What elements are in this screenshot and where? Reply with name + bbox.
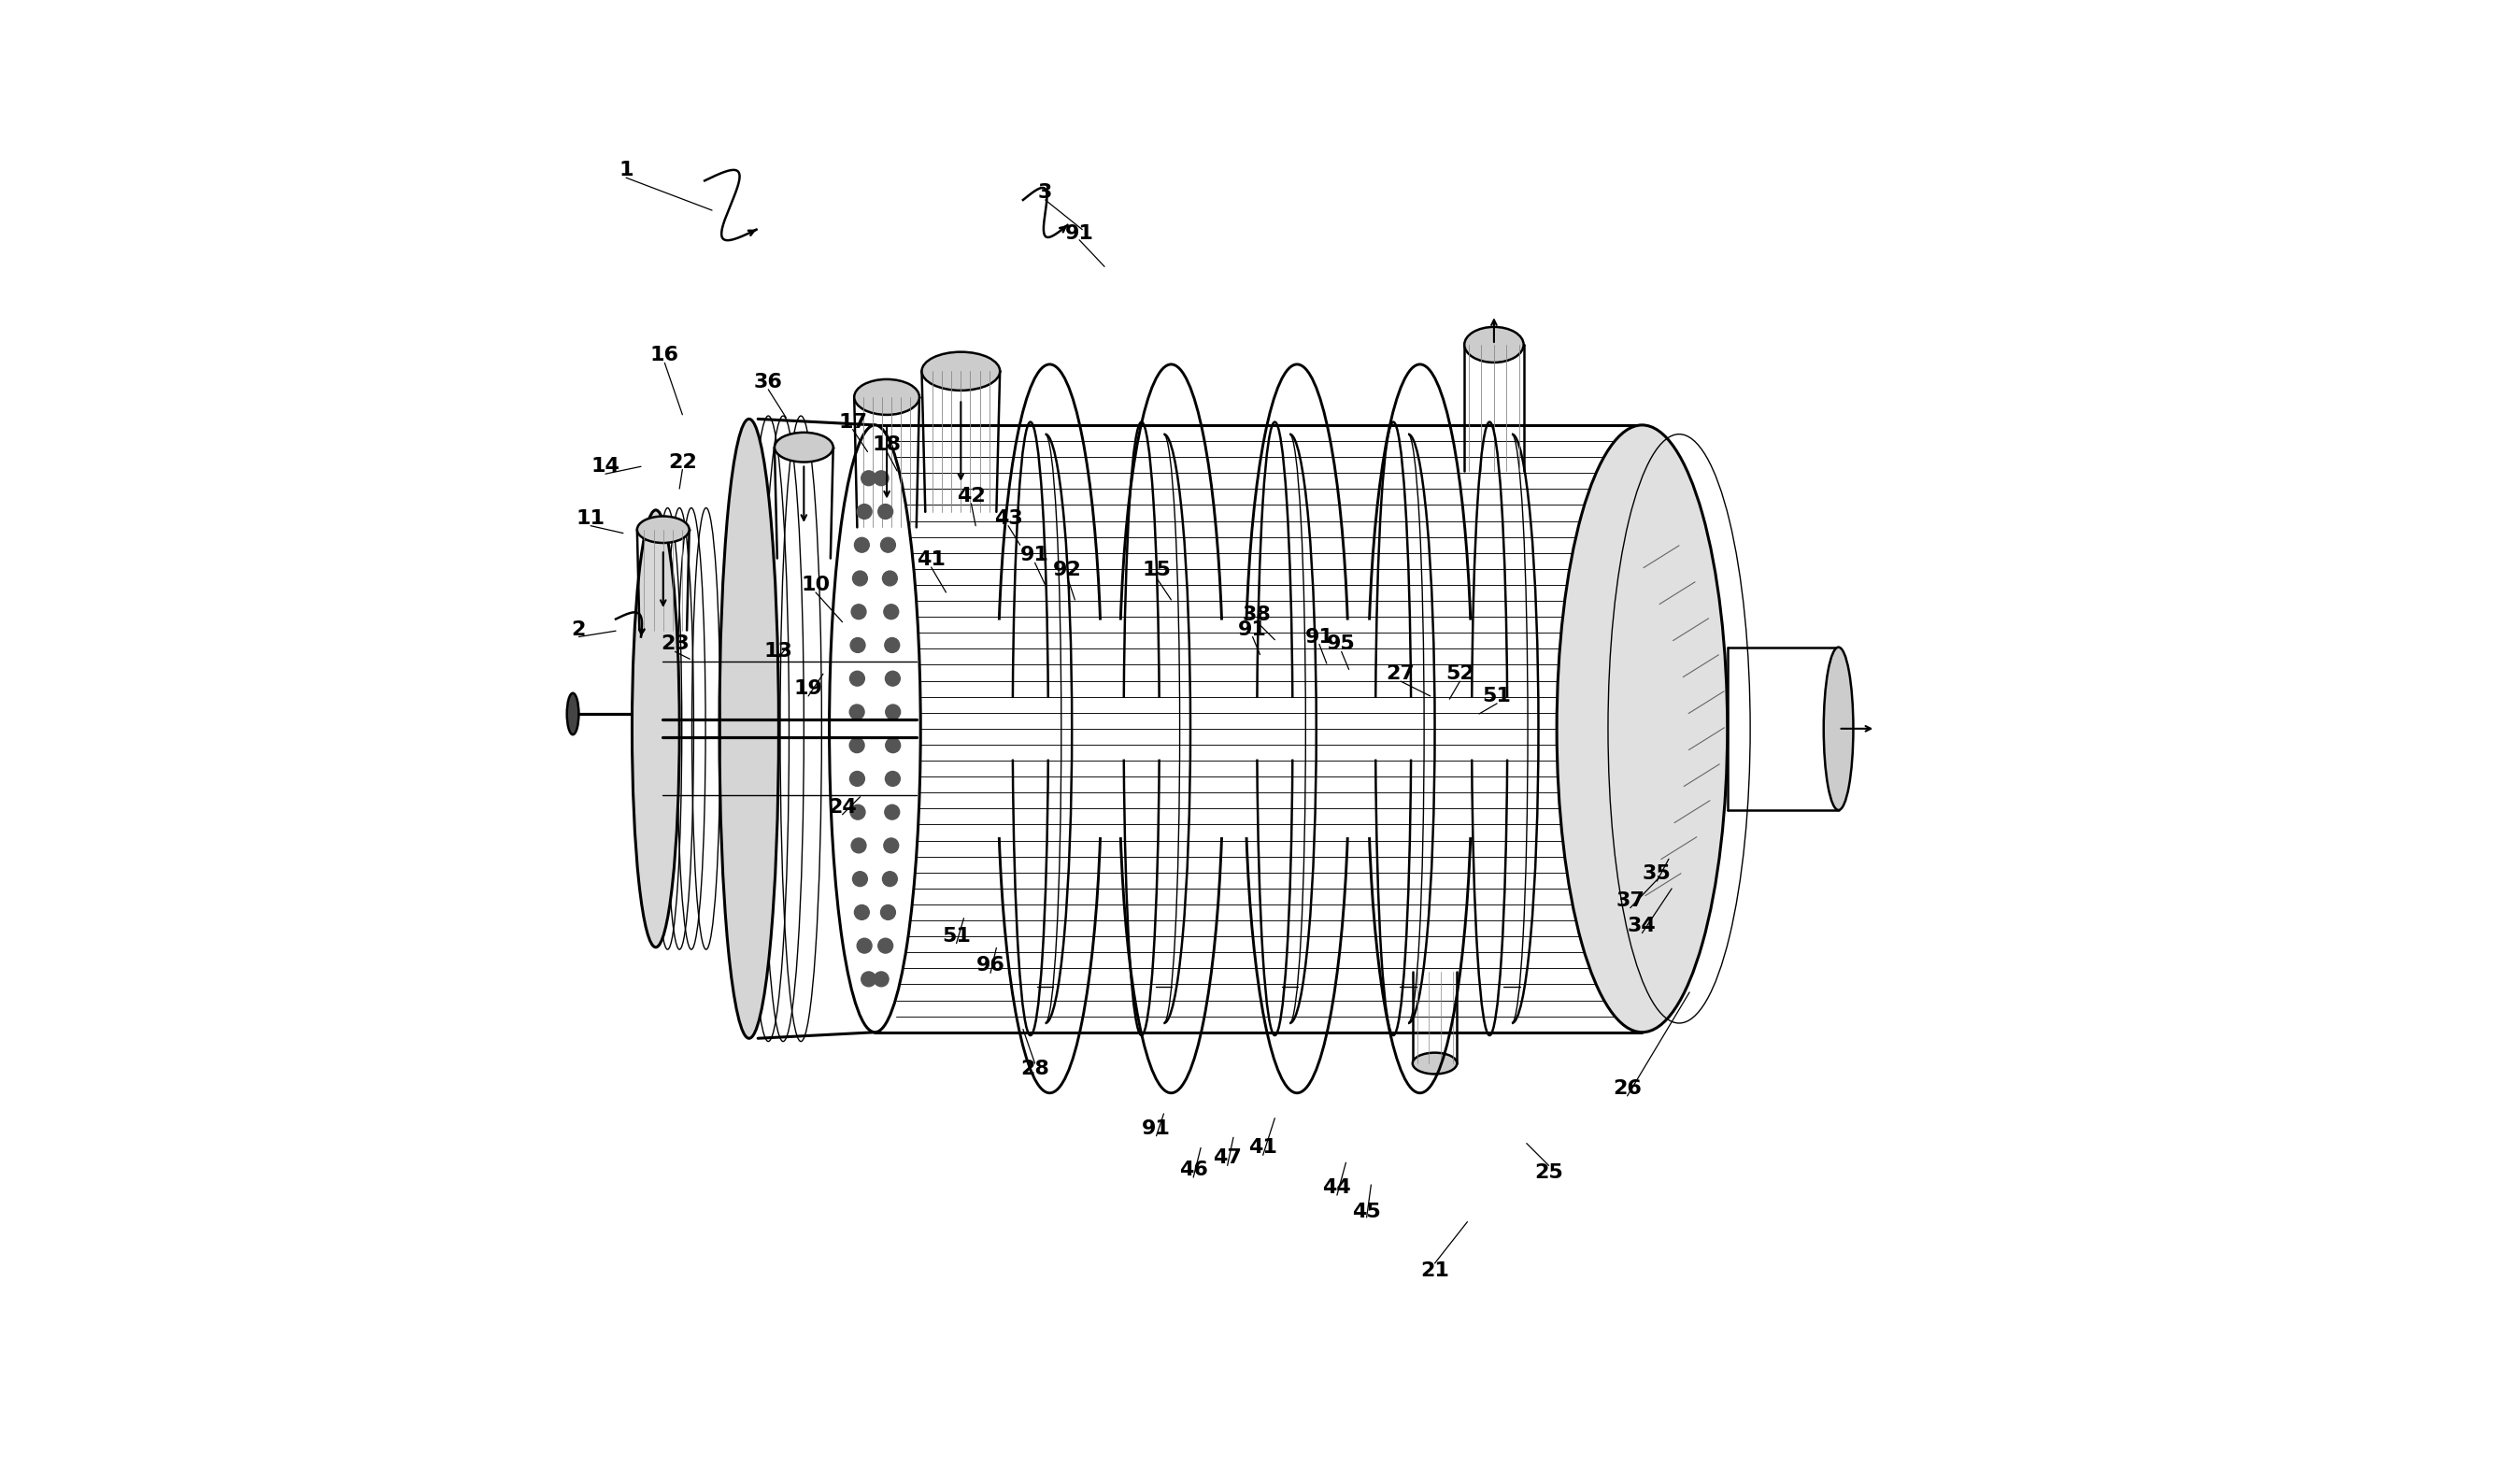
Circle shape <box>877 939 892 954</box>
Ellipse shape <box>1464 327 1525 363</box>
Text: 41: 41 <box>917 551 945 569</box>
Text: 1: 1 <box>620 161 633 179</box>
Text: 95: 95 <box>1328 635 1356 653</box>
Text: 91: 91 <box>1021 546 1048 564</box>
Text: 46: 46 <box>1179 1161 1207 1179</box>
Circle shape <box>885 772 900 786</box>
Text: 51: 51 <box>942 927 970 945</box>
Circle shape <box>849 738 864 752</box>
Circle shape <box>849 705 864 720</box>
Text: 34: 34 <box>1628 917 1656 935</box>
Circle shape <box>877 504 892 518</box>
Ellipse shape <box>854 379 920 415</box>
Text: 13: 13 <box>764 643 794 661</box>
Ellipse shape <box>638 517 690 544</box>
Circle shape <box>885 738 900 752</box>
Text: 96: 96 <box>975 957 1005 974</box>
Text: 25: 25 <box>1535 1164 1562 1182</box>
Text: 21: 21 <box>1421 1262 1449 1280</box>
Text: 91: 91 <box>1237 621 1268 638</box>
Circle shape <box>885 804 900 819</box>
Circle shape <box>885 638 900 653</box>
Circle shape <box>882 572 897 586</box>
Text: 14: 14 <box>592 458 620 475</box>
Circle shape <box>852 604 867 619</box>
Circle shape <box>885 838 900 853</box>
Text: 28: 28 <box>1021 1060 1048 1078</box>
Circle shape <box>849 772 864 786</box>
Circle shape <box>852 572 867 586</box>
Circle shape <box>879 538 895 552</box>
Circle shape <box>857 504 872 518</box>
Ellipse shape <box>1824 647 1852 810</box>
Circle shape <box>882 871 897 886</box>
Text: 11: 11 <box>577 509 605 527</box>
Circle shape <box>857 939 872 954</box>
Text: 3: 3 <box>1038 184 1053 201</box>
Circle shape <box>862 471 877 486</box>
Text: 91: 91 <box>1305 628 1333 646</box>
Text: 27: 27 <box>1386 665 1416 683</box>
Ellipse shape <box>718 419 779 1038</box>
Circle shape <box>849 804 864 819</box>
Text: 23: 23 <box>660 635 690 653</box>
Text: 18: 18 <box>872 435 902 453</box>
Text: 35: 35 <box>1643 865 1671 883</box>
Circle shape <box>852 871 867 886</box>
Ellipse shape <box>567 693 580 735</box>
Ellipse shape <box>774 432 834 462</box>
Text: 91: 91 <box>1142 1120 1172 1137</box>
Text: 42: 42 <box>958 487 985 505</box>
Text: 43: 43 <box>993 509 1023 527</box>
Circle shape <box>879 905 895 920</box>
Circle shape <box>849 671 864 686</box>
Text: 91: 91 <box>1066 225 1094 243</box>
Text: 2: 2 <box>572 621 587 638</box>
Text: 47: 47 <box>1212 1149 1242 1167</box>
Text: 17: 17 <box>839 413 867 431</box>
Circle shape <box>854 538 869 552</box>
Text: 45: 45 <box>1353 1203 1381 1220</box>
Text: 52: 52 <box>1446 665 1474 683</box>
Text: 36: 36 <box>753 373 784 391</box>
Text: 44: 44 <box>1323 1179 1351 1197</box>
Circle shape <box>885 671 900 686</box>
Text: 15: 15 <box>1142 561 1172 579</box>
Text: 16: 16 <box>650 347 678 364</box>
Circle shape <box>874 972 890 986</box>
Circle shape <box>849 638 864 653</box>
Text: 24: 24 <box>829 798 857 816</box>
Circle shape <box>852 838 867 853</box>
Text: 22: 22 <box>668 453 698 471</box>
Ellipse shape <box>829 425 920 1032</box>
Text: 92: 92 <box>1053 561 1081 579</box>
Ellipse shape <box>922 352 1000 391</box>
Text: 37: 37 <box>1615 892 1646 909</box>
Text: 10: 10 <box>801 576 829 594</box>
Text: 26: 26 <box>1613 1080 1641 1097</box>
Circle shape <box>885 705 900 720</box>
Circle shape <box>874 471 890 486</box>
Circle shape <box>862 972 877 986</box>
Text: 51: 51 <box>1482 687 1512 705</box>
Text: 41: 41 <box>1247 1139 1278 1157</box>
Circle shape <box>854 905 869 920</box>
Ellipse shape <box>1414 1053 1457 1074</box>
Ellipse shape <box>1557 425 1726 1032</box>
Circle shape <box>885 604 900 619</box>
Ellipse shape <box>633 509 680 948</box>
Text: 38: 38 <box>1242 606 1273 624</box>
Text: 19: 19 <box>794 680 822 698</box>
